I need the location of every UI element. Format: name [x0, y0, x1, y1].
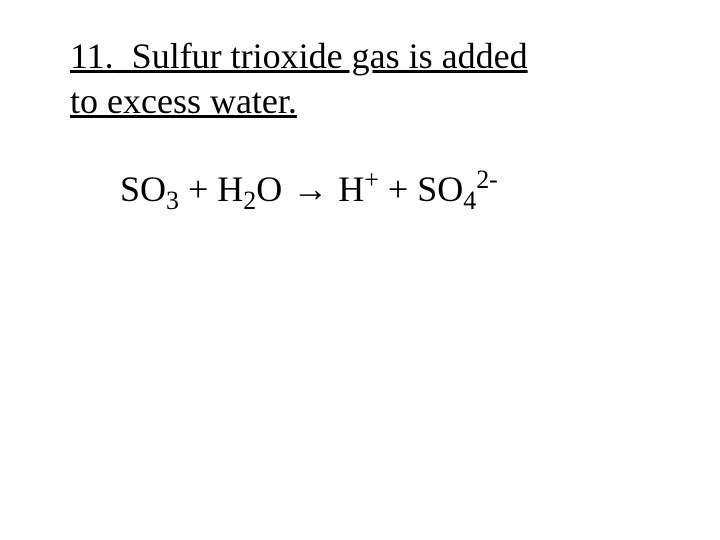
product-1-base: H [338, 169, 364, 209]
product-2-base: SO [417, 169, 463, 209]
product-2-sup: 2- [476, 165, 498, 194]
reactant-1: SO3 [120, 169, 179, 209]
product-2-sub: 4 [463, 186, 476, 215]
product-1-sup: + [364, 165, 379, 194]
slide: 11. Sulfur trioxide gas is added to exce… [0, 0, 720, 540]
prompt-line-1-text: Sulfur trioxide gas is added [132, 36, 528, 76]
reactant-1-sub: 3 [166, 186, 179, 215]
chemical-equation: SO3 + H2O → H+ + SO42- [120, 168, 660, 210]
product-1: H+ [338, 169, 379, 209]
arrow-icon: → [282, 168, 338, 209]
reactant-2: H2O [217, 169, 282, 209]
reactant-2-base: H [217, 169, 243, 209]
reactant-1-base: SO [120, 169, 166, 209]
reactant-2-tail: O [256, 169, 282, 209]
plus-2: + [379, 169, 417, 209]
question-number: 11. [70, 36, 114, 76]
plus-1: + [179, 169, 217, 209]
question-prompt: 11. Sulfur trioxide gas is added to exce… [70, 34, 660, 124]
prompt-line-2: to excess water. [70, 81, 297, 121]
prompt-line-1: 11. Sulfur trioxide gas is added [70, 36, 528, 76]
reactant-2-sub: 2 [243, 186, 256, 215]
product-2: SO42- [417, 169, 498, 209]
